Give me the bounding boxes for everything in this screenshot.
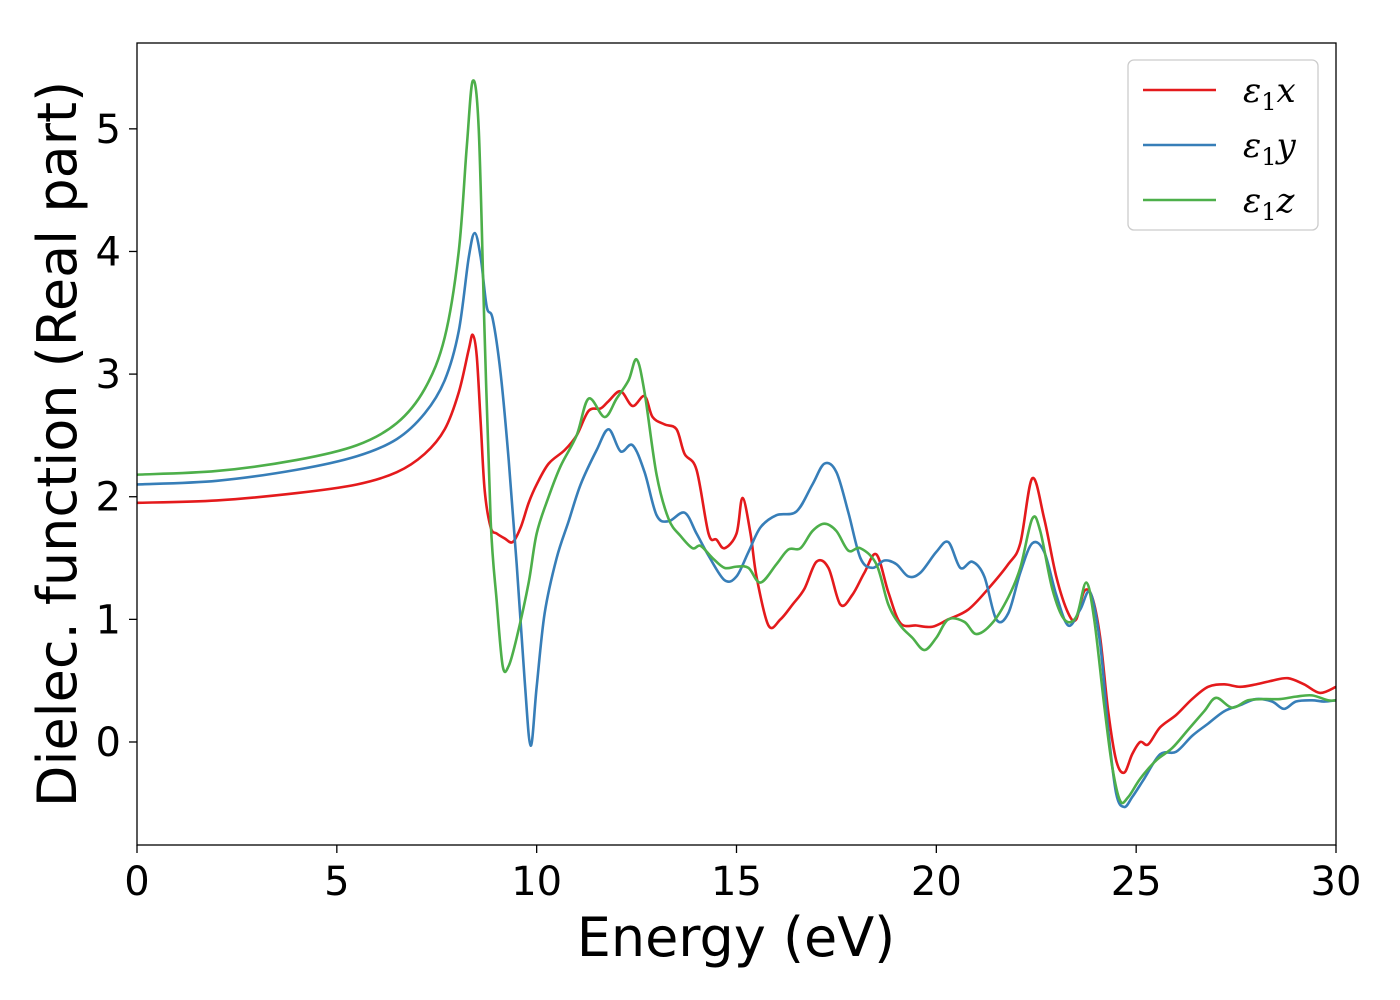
legend-label-y: ε1y (1243, 126, 1297, 171)
series-line-x (137, 333, 1336, 775)
x-tick-label: 15 (711, 859, 762, 905)
x-axis-ticks: 0 5 10 15 20 25 30 (124, 845, 1361, 905)
x-tick-label: 20 (911, 859, 962, 905)
x-tick-label: 5 (324, 859, 349, 905)
legend-box (1127, 59, 1319, 231)
x-tick-label: 0 (124, 859, 149, 905)
series-line-y (137, 231, 1336, 809)
y-tick-label: 5 (96, 107, 121, 153)
y-tick-label: 4 (96, 229, 121, 275)
y-tick-label: 3 (96, 352, 121, 398)
legend-label-x: ε1x (1243, 71, 1296, 116)
x-tick-label: 30 (1311, 859, 1362, 905)
legend-label-z: ε1z (1243, 181, 1296, 226)
x-axis-label: Energy (eV) (577, 906, 896, 969)
y-axis-ticks: 0 1 2 3 4 5 (96, 107, 137, 766)
legend: ε1x ε1y ε1z (1127, 59, 1319, 231)
y-tick-label: 1 (96, 597, 121, 643)
series-line-z (137, 79, 1336, 805)
y-tick-label: 0 (96, 720, 121, 766)
x-tick-label: 10 (511, 859, 562, 905)
y-tick-label: 2 (96, 475, 121, 521)
legend-entries: ε1x ε1y ε1z (1143, 71, 1297, 226)
series-layer (137, 79, 1336, 809)
x-tick-label: 25 (1111, 859, 1162, 905)
y-axis-label: Dielec. function (Real part) (26, 81, 89, 807)
